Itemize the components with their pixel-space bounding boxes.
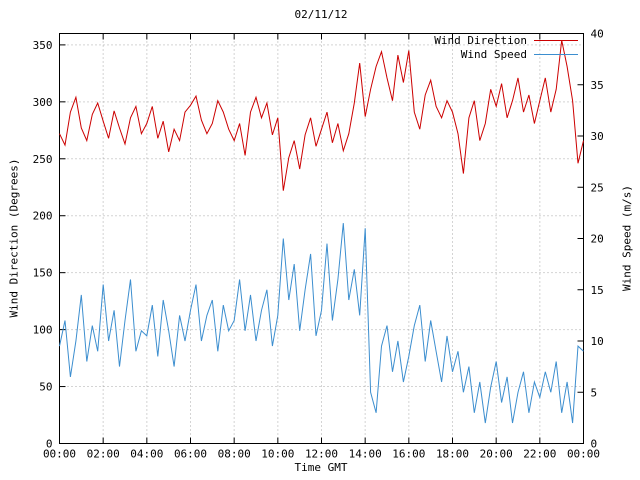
y-left-tick-label: 250 xyxy=(33,153,53,166)
y-axis-title-left: Wind Direction (Degrees) xyxy=(7,158,21,318)
wind-direction-key-line-icon xyxy=(534,40,578,41)
y-left-tick-label: 100 xyxy=(33,324,53,337)
legend-item-wind-speed: Wind Speed xyxy=(461,48,578,61)
y-right-tick-label: 20 xyxy=(591,233,604,246)
wind-speed-key-line-icon xyxy=(534,54,578,55)
wind-direction-series-line xyxy=(59,40,584,191)
legend-label-wind-direction: Wind Direction xyxy=(434,34,527,47)
x-tick-label: 10:00 xyxy=(261,448,294,461)
y-left-tick-label: 0 xyxy=(46,438,53,451)
y-right-tick-label: 25 xyxy=(591,181,604,194)
x-tick-label: 06:00 xyxy=(174,448,207,461)
x-tick-label: 16:00 xyxy=(392,448,425,461)
y-axis-title-right: Wind Speed (m/s) xyxy=(620,185,634,291)
x-tick-label: 04:00 xyxy=(130,448,163,461)
y-right-tick-label: 40 xyxy=(591,28,604,41)
chart-title: 02/11/12 xyxy=(294,8,348,21)
x-tick-label: 02:00 xyxy=(87,448,120,461)
x-tick-label: 22:00 xyxy=(523,448,556,461)
x-tick-label: 00:00 xyxy=(43,448,76,461)
y-right-tick-label: 5 xyxy=(591,386,598,399)
y-right-tick-label: 35 xyxy=(591,79,604,92)
legend-item-wind-direction: Wind Direction xyxy=(434,34,578,47)
y-right-tick-label: 10 xyxy=(591,335,604,348)
y-right-tick-label: 15 xyxy=(591,284,604,297)
x-tick-label: 00:00 xyxy=(567,448,600,461)
x-tick-label: 20:00 xyxy=(480,448,513,461)
legend-label-wind-speed: Wind Speed xyxy=(460,48,527,61)
y-left-tick-label: 350 xyxy=(33,39,53,52)
x-tick-label: 14:00 xyxy=(349,448,382,461)
y-left-tick-label: 300 xyxy=(33,96,53,109)
y-left-tick-label: 200 xyxy=(33,210,53,223)
y-left-tick-label: 150 xyxy=(33,267,53,280)
x-tick-label: 12:00 xyxy=(305,448,338,461)
x-axis-title: Time GMT xyxy=(294,461,348,474)
y-left-tick-label: 50 xyxy=(39,381,52,394)
x-tick-label: 18:00 xyxy=(436,448,469,461)
x-tick-label: 08:00 xyxy=(218,448,251,461)
wind-speed-series-line xyxy=(59,223,584,424)
y-right-tick-label: 0 xyxy=(591,438,598,451)
y-right-tick-label: 30 xyxy=(591,130,604,143)
legend: Wind Direction Wind Speed xyxy=(59,34,578,61)
